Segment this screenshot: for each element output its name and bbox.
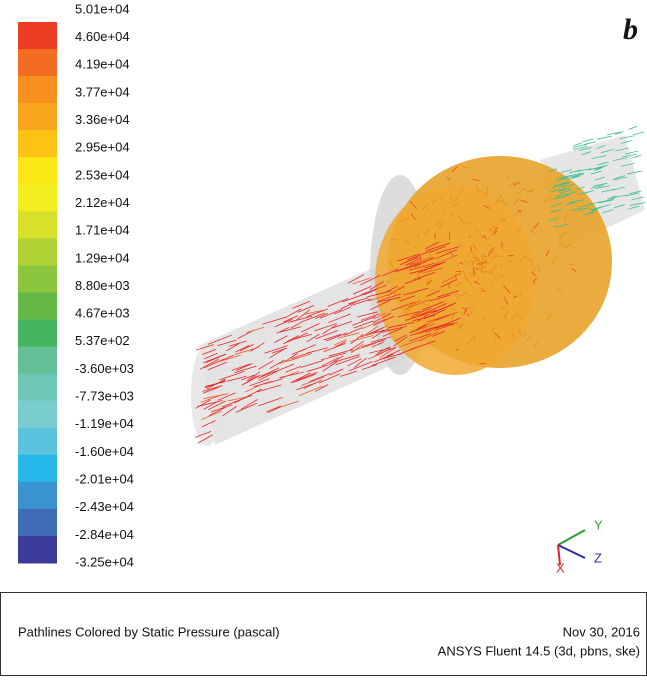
- colorbar-swatch: [18, 157, 57, 185]
- pathline: [633, 155, 642, 158]
- colorbar-label: -2.01e+04: [75, 471, 134, 486]
- colorbar-label: 4.19e+04: [75, 57, 130, 72]
- colorbar-swatch: [18, 347, 57, 375]
- footer-software: ANSYS Fluent 14.5 (3d, pbns, ske): [438, 643, 640, 658]
- colorbar-swatch: [18, 536, 57, 564]
- colorbar-swatch: [18, 238, 57, 266]
- colorbar-label: 2.12e+04: [75, 195, 130, 210]
- colorbar-swatch: [18, 509, 57, 537]
- triad-z-label: Z: [594, 550, 602, 565]
- colorbar-swatch: [18, 22, 57, 50]
- colorbar-swatch: [18, 265, 57, 293]
- colorbar-swatch: [18, 211, 57, 239]
- colorbar-swatch: [18, 184, 57, 212]
- colorbar-swatch: [18, 293, 57, 321]
- colorbar-label: 3.36e+04: [75, 112, 130, 127]
- colorbar-label: -7.73e+03: [75, 389, 134, 404]
- axes-triad: Y Z X: [556, 517, 603, 575]
- triad-z: [558, 545, 585, 558]
- colorbar-label: -1.60e+04: [75, 444, 134, 459]
- colorbar-label: -2.84e+04: [75, 527, 134, 542]
- pathline: [597, 136, 612, 139]
- colorbar-swatch: [18, 482, 57, 510]
- colorbar-label: -3.60e+03: [75, 361, 134, 376]
- colorbar-swatch: [18, 76, 57, 104]
- colorbar-label: 2.95e+04: [75, 140, 130, 155]
- panel-label: b: [623, 13, 638, 46]
- pathline: [629, 126, 637, 129]
- colorbar-label: 8.80e+03: [75, 278, 130, 293]
- colorbar-swatch: [18, 103, 57, 131]
- pathline: [633, 132, 644, 135]
- colorbar-label: -3.25e+04: [75, 554, 134, 569]
- colorbar: 5.01e+04 4.60e+04 4.19e+04 3.77e+04 3.36e+04…: [18, 1, 134, 569]
- footer-date: Nov 30, 2016: [563, 624, 640, 639]
- colorbar-swatch: [18, 49, 57, 77]
- colorbar-label: 5.37e+02: [75, 333, 130, 348]
- colorbar-label: 1.71e+04: [75, 223, 130, 238]
- model-view: [191, 126, 645, 446]
- colorbar-label: 4.67e+03: [75, 306, 130, 321]
- colorbar-label: 1.29e+04: [75, 250, 130, 265]
- colorbar-swatch: [18, 374, 57, 402]
- pathline: [607, 132, 622, 135]
- triad-y: [558, 530, 585, 545]
- colorbar-swatch: [18, 428, 57, 456]
- pathline: [467, 315, 471, 316]
- footer-title: Pathlines Colored by Static Pressure (pa…: [18, 624, 280, 639]
- colorbar-swatch: [18, 130, 57, 158]
- colorbar-label: -2.43e+04: [75, 499, 134, 514]
- colorbar-label: 5.01e+04: [75, 1, 130, 16]
- colorbar-swatch: [18, 320, 57, 348]
- colorbar-label: 3.77e+04: [75, 84, 130, 99]
- colorbar-label: -1.19e+04: [75, 416, 134, 431]
- pathline: [432, 213, 433, 214]
- pathline: [583, 139, 594, 142]
- colorbar-swatch: [18, 401, 57, 429]
- triad-x-label: X: [556, 560, 565, 575]
- colorbar-swatch: [18, 455, 57, 483]
- colorbar-label: 2.53e+04: [75, 167, 130, 182]
- triad-y-label: Y: [594, 517, 603, 532]
- colorbar-label: 4.60e+04: [75, 29, 130, 44]
